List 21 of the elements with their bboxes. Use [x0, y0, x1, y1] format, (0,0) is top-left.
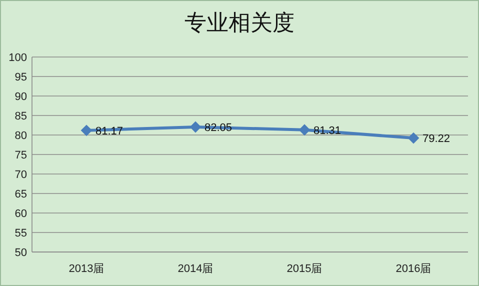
- chart-title: 专业相关度: [184, 10, 294, 35]
- x-tick-label: 2014届: [178, 263, 214, 275]
- y-tick-label: 75: [14, 150, 27, 162]
- y-tick-label: 80: [14, 130, 27, 142]
- y-tick-label: 90: [14, 91, 27, 103]
- y-tick-label: 50: [14, 247, 27, 259]
- y-tick-label: 100: [8, 52, 27, 64]
- point: [190, 122, 201, 133]
- y-tick-label: 60: [14, 208, 27, 220]
- y-tick-label: 55: [14, 228, 27, 240]
- y-tick-label: 85: [14, 110, 27, 122]
- x-tick-label: 2016届: [396, 263, 432, 275]
- y-tick-label: 65: [14, 188, 27, 200]
- point: [408, 132, 419, 144]
- y-tick-label: 95: [14, 72, 27, 84]
- x-tick-label: 2013届: [68, 263, 104, 275]
- y-tick-label: 70: [14, 169, 27, 181]
- point: [81, 124, 92, 136]
- x-tick-label: 2015届: [286, 263, 322, 275]
- point: [299, 124, 310, 136]
- data-label: 79.22: [422, 133, 450, 146]
